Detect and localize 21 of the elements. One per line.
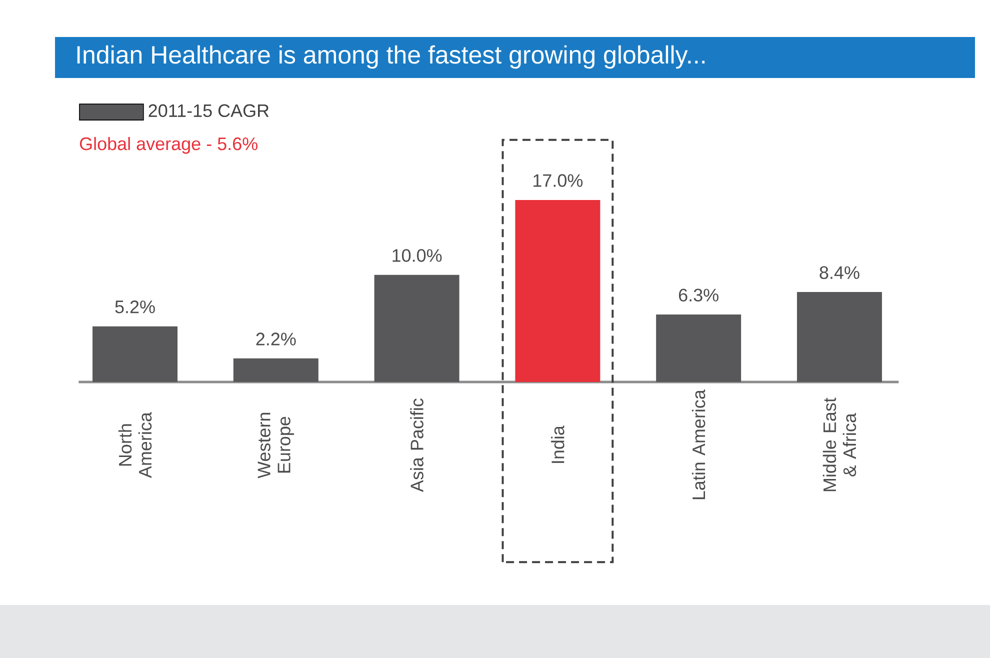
text: Global average - 5.6%	[80, 136, 258, 154]
data-label: 10.0%	[392, 249, 442, 262]
bar	[515, 200, 600, 382]
data-label: 2.2%	[256, 332, 296, 346]
legend-label: 2011-15 CAGR	[148, 104, 269, 118]
x-tick-label: North America	[118, 412, 152, 478]
x-tick-label: Asia Pacific	[410, 398, 424, 492]
data-label: 5.2%	[115, 300, 155, 314]
bar	[92, 326, 178, 382]
bar	[233, 358, 318, 382]
data-label: 8.4%	[820, 266, 860, 280]
chart-title: Indian Healthcare is among the fastest growing globally...	[77, 45, 705, 69]
data-label: 17.0%	[534, 174, 583, 187]
x-tick-label: India	[551, 426, 564, 463]
data-label: 6.3%	[678, 288, 718, 302]
bar	[796, 292, 882, 382]
bar	[374, 274, 460, 382]
x-tick-label: Western Europe	[258, 412, 294, 478]
bar	[656, 314, 742, 382]
x-tick-label: Middle East & Africa	[822, 398, 856, 492]
x-tick-label: Latin America	[692, 390, 706, 500]
